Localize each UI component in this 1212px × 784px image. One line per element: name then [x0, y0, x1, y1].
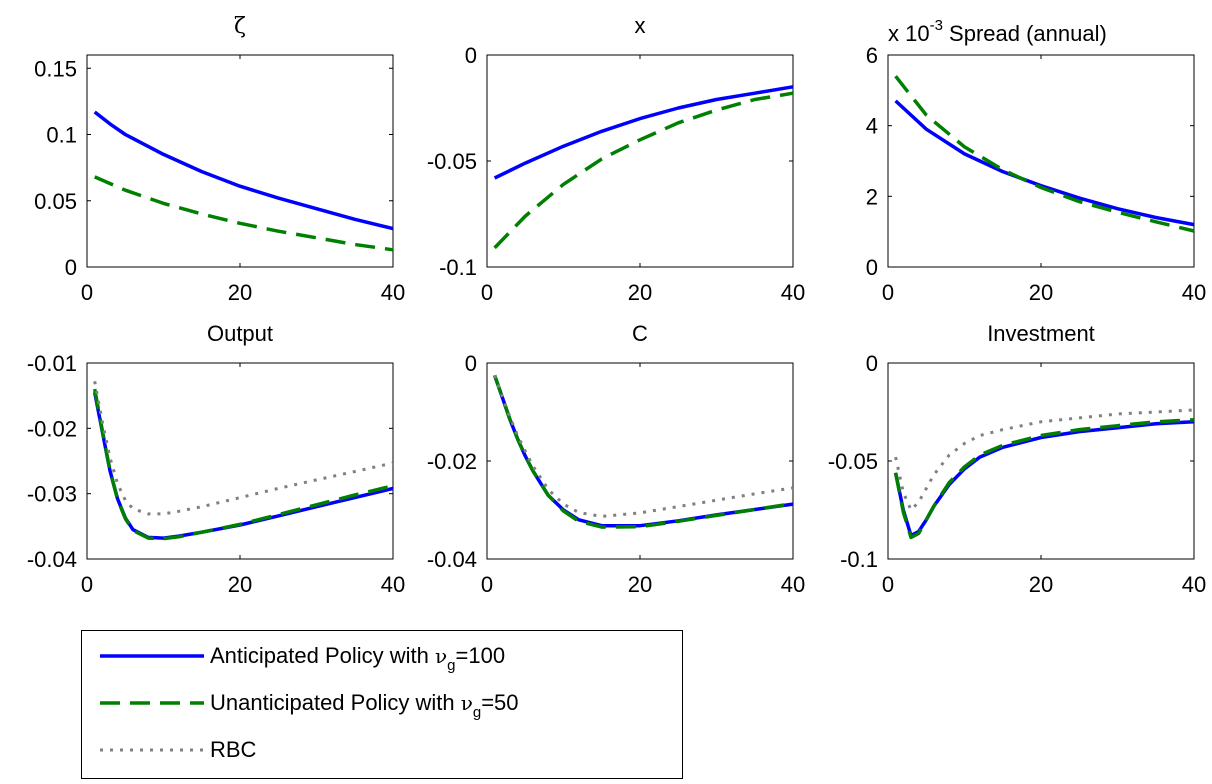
x-tick-label-c: 0	[481, 572, 493, 597]
chart-title-spread: x 10-3 Spread (annual)	[888, 17, 1107, 46]
x-tick-label-x: 40	[781, 280, 805, 305]
y-tick-label-c: -0.02	[427, 449, 477, 474]
chart-title-output: Output	[207, 321, 273, 346]
x-tick-label-investment: 40	[1182, 572, 1206, 597]
legend-label-rbc: RBC	[210, 737, 257, 762]
axes-frame-spread	[887, 54, 1195, 268]
x-tick-label-x: 20	[628, 280, 652, 305]
y-tick-label-investment: -0.05	[828, 449, 878, 474]
y-tick-label-spread: 6	[866, 43, 878, 68]
series-line-c-1	[492, 374, 794, 529]
y-tick-label-output: -0.04	[27, 547, 77, 572]
y-tick-label-spread: 0	[866, 255, 878, 280]
series-line-c-2	[493, 374, 794, 518]
y-tick-label-x: -0.1	[439, 255, 477, 280]
legend-label-unanticipated: Unanticipated Policy with νg=50	[210, 690, 519, 721]
chart-spread: 0 20 40 0 2 4 6 x 10-3 Spread (annual)	[866, 17, 1206, 305]
chart-investment: 0 20 40 -0.1 -0.05 0 Investment	[828, 321, 1206, 597]
x-tick-label-x: 0	[481, 280, 493, 305]
x-tick-label-c: 40	[781, 572, 805, 597]
chart-output: 0 20 40 -0.04 -0.03 -0.02 -0.01 Output	[27, 321, 405, 597]
y-tick-label-spread: 2	[866, 184, 878, 209]
y-tick-label-spread: 4	[866, 114, 878, 139]
x-tick-label-investment: 0	[882, 572, 894, 597]
axes-frame-zeta	[86, 54, 394, 268]
series-line-x-0	[493, 85, 794, 180]
y-tick-label-zeta: 0.05	[34, 189, 77, 214]
axes-frame-c	[486, 362, 794, 560]
x-tick-label-c: 20	[628, 572, 652, 597]
series-line-zeta-0	[93, 110, 394, 231]
y-tick-label-output: -0.02	[27, 416, 77, 441]
axes-frame-investment	[887, 362, 1195, 560]
x-tick-label-zeta: 0	[81, 280, 93, 305]
series-line-output-1	[92, 388, 394, 541]
chart-c: 0 20 40 -0.04 -0.02 0 C	[427, 321, 805, 597]
chart-title-investment: Investment	[987, 321, 1095, 346]
y-tick-label-investment: -0.1	[840, 547, 878, 572]
chart-x: 0 20 40 -0.1 -0.05 0 x	[427, 13, 805, 305]
x-tick-label-zeta: 20	[228, 280, 252, 305]
y-tick-label-x: 0	[465, 43, 477, 68]
y-tick-label-x: -0.05	[427, 149, 477, 174]
legend-swatch-rbc	[100, 748, 204, 752]
series-line-investment-2	[894, 408, 1195, 512]
y-tick-label-zeta: 0.1	[46, 123, 77, 148]
x-tick-label-output: 40	[381, 572, 405, 597]
series-line-x-1	[493, 91, 794, 250]
y-tick-label-output: -0.03	[27, 482, 77, 507]
series-line-investment-1	[893, 418, 1195, 540]
y-tick-label-c: -0.04	[427, 547, 477, 572]
chart-title-x: x	[635, 13, 646, 38]
y-tick-label-zeta: 0.15	[34, 56, 77, 81]
legend-entry-anticipated: Anticipated Policy with νg=100	[82, 639, 682, 673]
chart-title-zeta: ζ	[234, 14, 246, 39]
x-tick-label-spread: 40	[1182, 280, 1206, 305]
y-tick-label-zeta: 0	[65, 255, 77, 280]
series-line-zeta-1	[94, 175, 394, 252]
series-line-spread-0	[894, 99, 1195, 227]
series-line-spread-1	[894, 75, 1195, 233]
x-tick-label-spread: 20	[1029, 280, 1053, 305]
x-tick-label-output: 0	[81, 572, 93, 597]
x-tick-label-zeta: 40	[381, 280, 405, 305]
series-line-investment-0	[893, 420, 1195, 538]
chart-title-c: C	[632, 321, 648, 346]
chart-zeta: 0 20 40 0 0.05 0.1 0.15 ζ	[34, 14, 405, 305]
y-tick-label-output: -0.01	[27, 351, 77, 376]
legend-swatch-anticipated	[100, 654, 204, 658]
series-line-output-0	[92, 392, 394, 540]
legend-label-anticipated: Anticipated Policy with νg=100	[210, 643, 506, 674]
y-tick-label-c: 0	[465, 351, 477, 376]
series-line-c-0	[492, 374, 794, 528]
x-tick-label-spread: 0	[882, 280, 894, 305]
legend-entry-unanticipated: Unanticipated Policy with νg=50	[82, 686, 682, 720]
x-tick-label-output: 20	[228, 572, 252, 597]
legend-entry-rbc: RBC	[82, 733, 682, 767]
legend: Anticipated Policy with νg=100 Unanticip…	[81, 630, 683, 779]
y-tick-label-investment: 0	[866, 351, 878, 376]
series-line-output-2	[93, 381, 394, 516]
legend-swatch-unanticipated	[100, 701, 204, 705]
x-tick-label-investment: 20	[1029, 572, 1053, 597]
